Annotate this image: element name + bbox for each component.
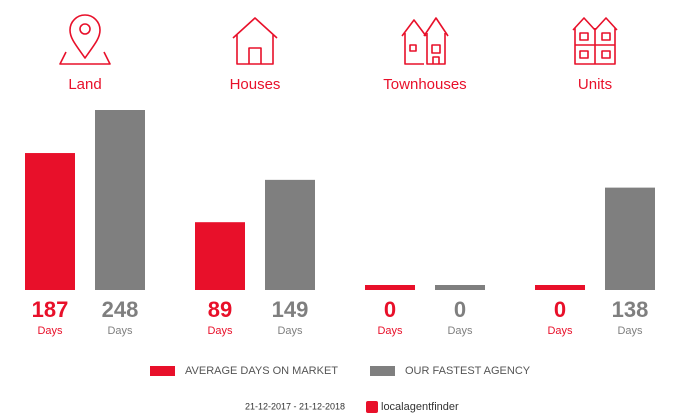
bar [265,179,315,290]
category-label: Townhouses [383,76,466,93]
bar [195,222,245,290]
townhouse-icon [401,17,449,65]
value-label: 0 [554,297,566,322]
value-label: 149 [272,297,309,322]
brand-logo [366,401,378,413]
value-label: 248 [102,297,139,322]
house-icon [232,17,278,65]
units-icon [572,17,618,65]
bar [605,187,655,290]
brand-name: localagentfinder [381,401,459,413]
value-unit: Days [377,325,403,337]
legend-label: AVERAGE DAYS ON MARKET [185,365,338,377]
bar [365,285,415,290]
value-unit: Days [547,325,573,337]
bar [95,110,145,290]
category-label: Houses [230,76,281,93]
value-unit: Days [277,325,303,337]
land-icon-dot [79,23,91,35]
value-unit: Days [37,325,63,337]
value-label: 187 [32,297,69,322]
value-unit: Days [207,325,233,337]
value-unit: Days [447,325,473,337]
land-icon [69,14,101,59]
bar [535,285,585,290]
value-label: 0 [454,297,466,322]
icons [59,14,618,65]
legend-swatch [370,366,395,376]
category-label: Units [578,76,612,93]
legend-swatch [150,366,175,376]
category-label: Land [68,76,101,93]
land-icon-base [59,51,111,65]
value-unit: Days [107,325,133,337]
value-label: 89 [208,297,232,322]
value-label: 0 [384,297,396,322]
bar [25,153,75,290]
date-range: 21-12-2017 - 21-12-2018 [245,401,345,411]
bar [435,285,485,290]
value-label: 138 [612,297,649,322]
legend-label: OUR FASTEST AGENCY [405,365,531,377]
value-unit: Days [617,325,643,337]
